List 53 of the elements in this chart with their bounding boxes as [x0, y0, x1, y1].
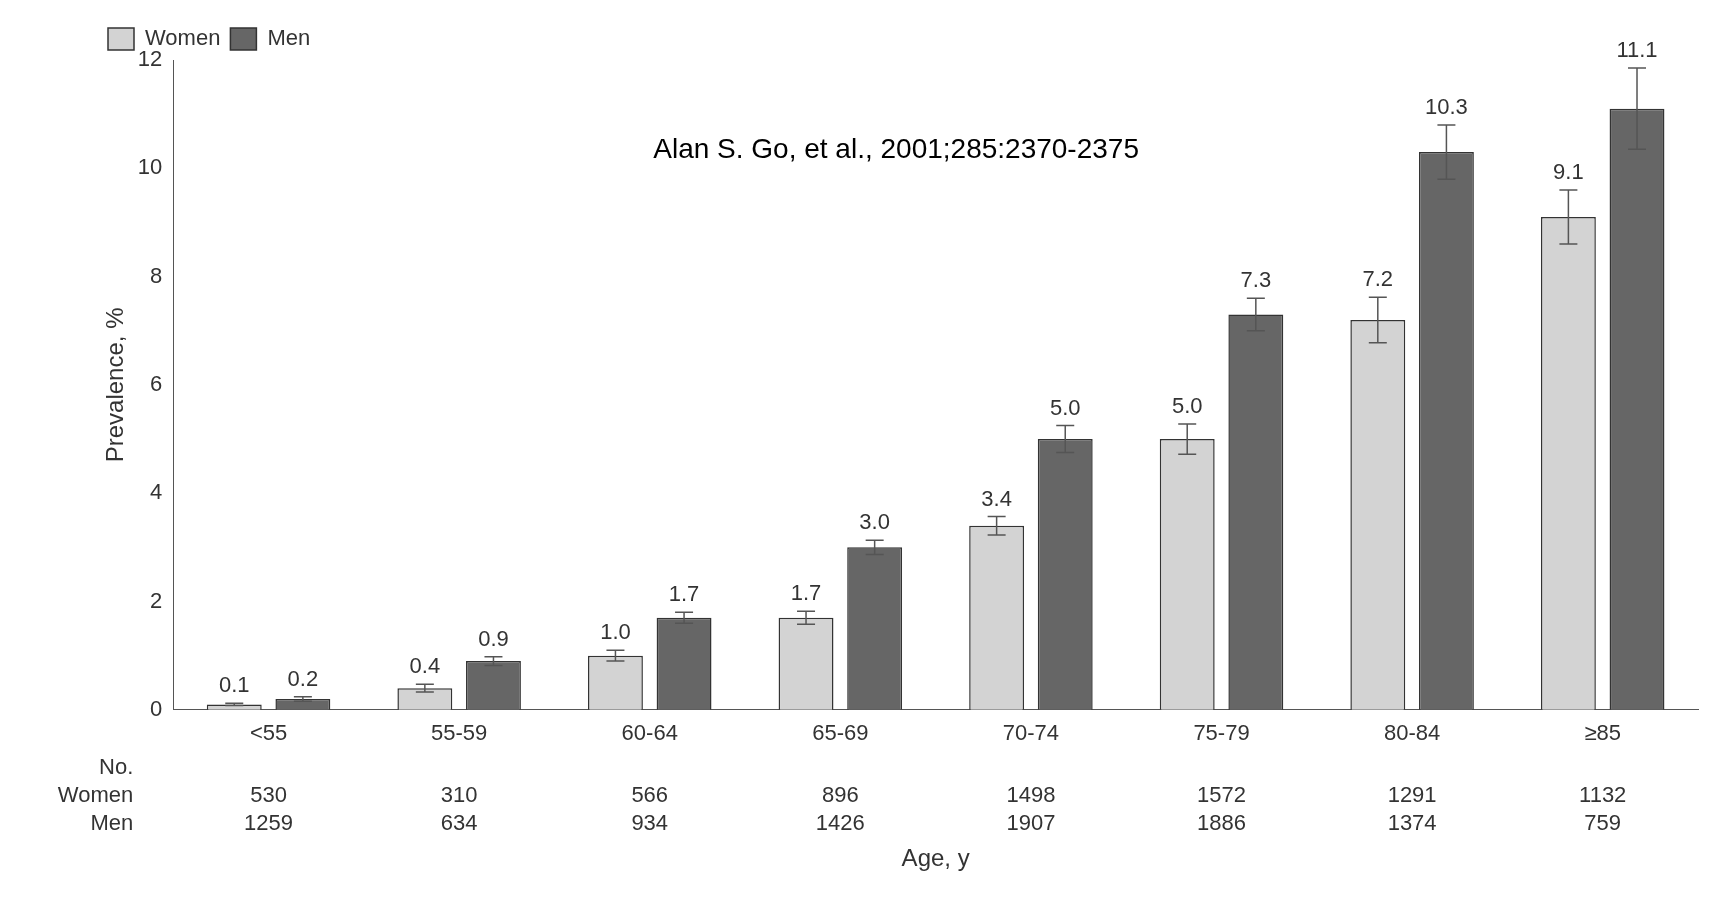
- legend-label: Men: [267, 25, 311, 51]
- data-label: 5.0: [1049, 394, 1081, 420]
- y-tick-label: 4: [150, 479, 163, 505]
- text: 1426: [815, 809, 865, 835]
- data-label: 0.1: [218, 672, 250, 698]
- x-tick-label: <55: [249, 720, 288, 746]
- text: 1498: [1006, 781, 1056, 807]
- data-label: 7.2: [1362, 266, 1394, 292]
- y-tick-label: 10: [137, 154, 163, 180]
- data-label: 1.7: [668, 581, 700, 607]
- data-label: 0.9: [478, 625, 509, 651]
- data-label: 3.0: [859, 509, 890, 535]
- text: 1886: [1197, 809, 1246, 835]
- data-label: 5.0: [1171, 392, 1203, 418]
- data-label: 9.1: [1553, 159, 1584, 185]
- text: 934: [631, 809, 669, 835]
- text: 1374: [1387, 809, 1437, 835]
- y-tick-label: 0: [150, 695, 163, 721]
- x-axis-title: Age, y: [901, 844, 970, 872]
- x-tick-label: 55-59: [431, 720, 488, 746]
- text: 759: [1584, 809, 1622, 835]
- x-tick-label: ≥85: [1584, 720, 1621, 746]
- x-tick-label: 70-74: [1002, 720, 1060, 746]
- y-axis-title: Prevalence, %: [101, 307, 129, 463]
- data-label: 0.4: [409, 653, 441, 679]
- x-tick-label: 65-69: [812, 720, 869, 746]
- data-label: 0.2: [287, 665, 319, 691]
- x-tick-label: 75-79: [1193, 720, 1250, 746]
- text: 1132: [1579, 781, 1627, 807]
- data-label: 3.4: [981, 485, 1012, 511]
- text: 566: [631, 781, 669, 807]
- text: 1907: [1006, 809, 1056, 835]
- text: 310: [440, 781, 478, 807]
- text: 896: [821, 781, 859, 807]
- text: 1291: [1387, 781, 1437, 807]
- text: 1572: [1197, 781, 1246, 807]
- annotation: Alan S. Go, et al., 2001;285:2370-2375: [653, 132, 1139, 164]
- text: 1259: [244, 809, 294, 835]
- data-label: 11.1: [1616, 37, 1658, 63]
- data-label: 1.0: [600, 619, 631, 645]
- y-tick-label: 6: [150, 370, 163, 396]
- text: 634: [440, 809, 478, 835]
- text: 530: [250, 781, 287, 807]
- text: Women: [57, 781, 134, 807]
- data-label: 1.7: [790, 580, 822, 606]
- data-label: 7.3: [1240, 267, 1272, 293]
- text: Men: [90, 809, 134, 835]
- x-tick-label: 80-84: [1383, 720, 1441, 746]
- y-tick-label: 8: [150, 262, 163, 288]
- x-tick-label: 60-64: [621, 720, 678, 746]
- text: No.: [99, 753, 134, 779]
- y-tick-label: 2: [150, 587, 163, 613]
- data-label: 10.3: [1425, 94, 1468, 120]
